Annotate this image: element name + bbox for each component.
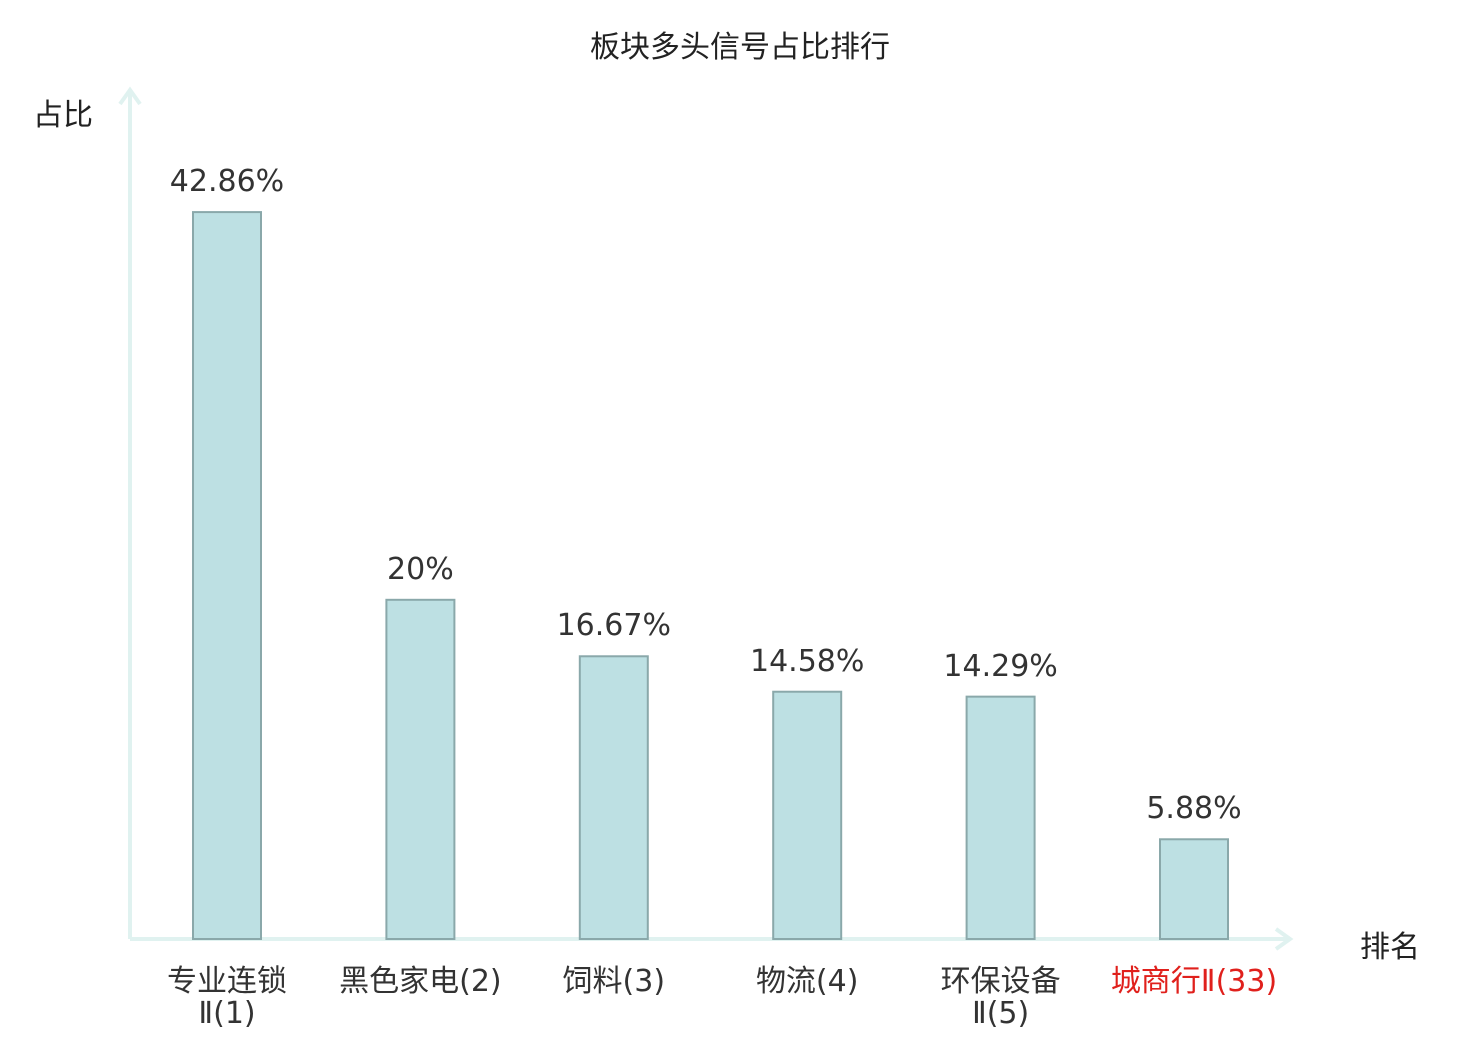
tick-label: 城商行Ⅱ(33)	[1094, 966, 1294, 998]
x-axis-label: 排名	[1360, 930, 1420, 965]
data-label: 42.86%	[169, 164, 285, 200]
bar	[578, 655, 649, 940]
chart-title: 板块多头信号占比排行	[590, 30, 890, 65]
tick-label-line: 黑色家电(2)	[339, 964, 502, 999]
y-axis-arrow	[118, 86, 142, 106]
bar	[385, 598, 456, 940]
bar	[965, 695, 1036, 940]
data-label: 5.88%	[1146, 791, 1242, 827]
bar	[772, 690, 843, 940]
x-axis-arrow	[1274, 927, 1294, 951]
tick-label-line: Ⅱ(1)	[198, 996, 256, 1031]
tick-label: 物流(4)	[707, 966, 907, 998]
tick-label-line: 专业连锁	[167, 964, 287, 999]
tick-label: 饲料(3)	[514, 966, 714, 998]
bar	[1159, 838, 1229, 941]
bars	[192, 211, 1229, 941]
tick-label-line: 饲料(3)	[562, 964, 666, 999]
tick-label-line: 城商行Ⅱ(33)	[1110, 964, 1278, 999]
data-label: 14.29%	[943, 648, 1058, 684]
tick-label-line: 环保设备	[940, 964, 1061, 999]
data-label: 16.67%	[556, 608, 671, 644]
data-label: 14.58%	[749, 643, 865, 679]
tick-label: 环保设备 Ⅱ(5)	[901, 966, 1101, 1030]
bar	[192, 211, 262, 940]
tick-label: 黑色家电(2)	[320, 966, 520, 998]
tick-label: 专业连锁 Ⅱ(1)	[127, 966, 327, 1030]
y-axis-label: 占比	[33, 98, 93, 133]
tick-label-line: 物流(4)	[755, 964, 859, 999]
axes	[118, 86, 1294, 951]
data-label: 20%	[387, 551, 454, 587]
tick-label-line: Ⅱ(5)	[971, 996, 1030, 1031]
